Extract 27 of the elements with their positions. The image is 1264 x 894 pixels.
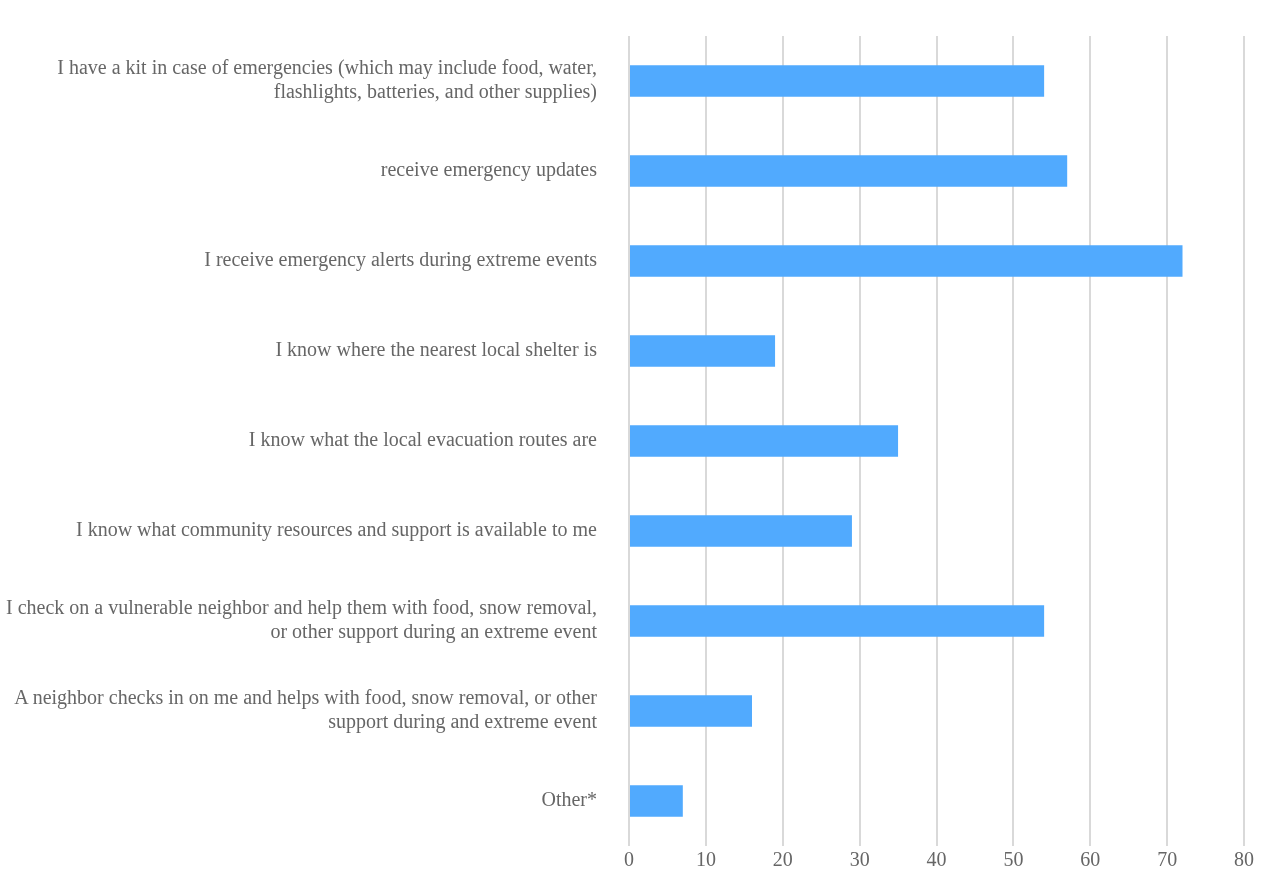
x-tick-label: 80 — [1234, 848, 1254, 871]
bar — [630, 515, 852, 547]
y-tick-label: I know where the nearest local shelter is — [275, 338, 598, 361]
bar — [630, 605, 1045, 637]
x-tick-label: 70 — [1157, 848, 1178, 871]
bar — [630, 695, 752, 727]
x-tick-label: 10 — [695, 848, 716, 871]
y-tick-label: A neighbor checks in on me and helps with food, snow removal, or other support during and extreme event — [14, 686, 598, 734]
y-tick-label: I have a kit in case of emergencies (which may include food, water, flashlights, batteries, and other supplies) — [57, 56, 597, 104]
y-tick-label: Other* — [541, 788, 597, 811]
y-tick-label: I know what community resources and support is available to me — [76, 518, 598, 542]
x-tick-label: 60 — [1080, 848, 1101, 871]
bar — [630, 425, 899, 457]
bar — [630, 65, 1045, 97]
x-tick-label: 40 — [926, 848, 947, 871]
y-tick-label: I know what the local evacuation routes are — [248, 428, 598, 451]
bar — [630, 785, 683, 817]
x-tick-label: 20 — [772, 848, 793, 871]
y-tick-label: receive emergency updates — [380, 158, 598, 182]
bar — [630, 155, 1068, 187]
bar — [630, 335, 776, 367]
x-tick-label: 0 — [624, 848, 634, 871]
y-tick-label: I receive emergency alerts during extreme events — [204, 248, 598, 272]
bar — [630, 245, 1183, 277]
x-tick-label: 30 — [849, 848, 870, 871]
y-tick-label: I check on a vulnerable neighbor and help them with food, snow removal, or other support during an extreme event — [6, 596, 598, 644]
x-tick-label: 50 — [1003, 848, 1024, 871]
